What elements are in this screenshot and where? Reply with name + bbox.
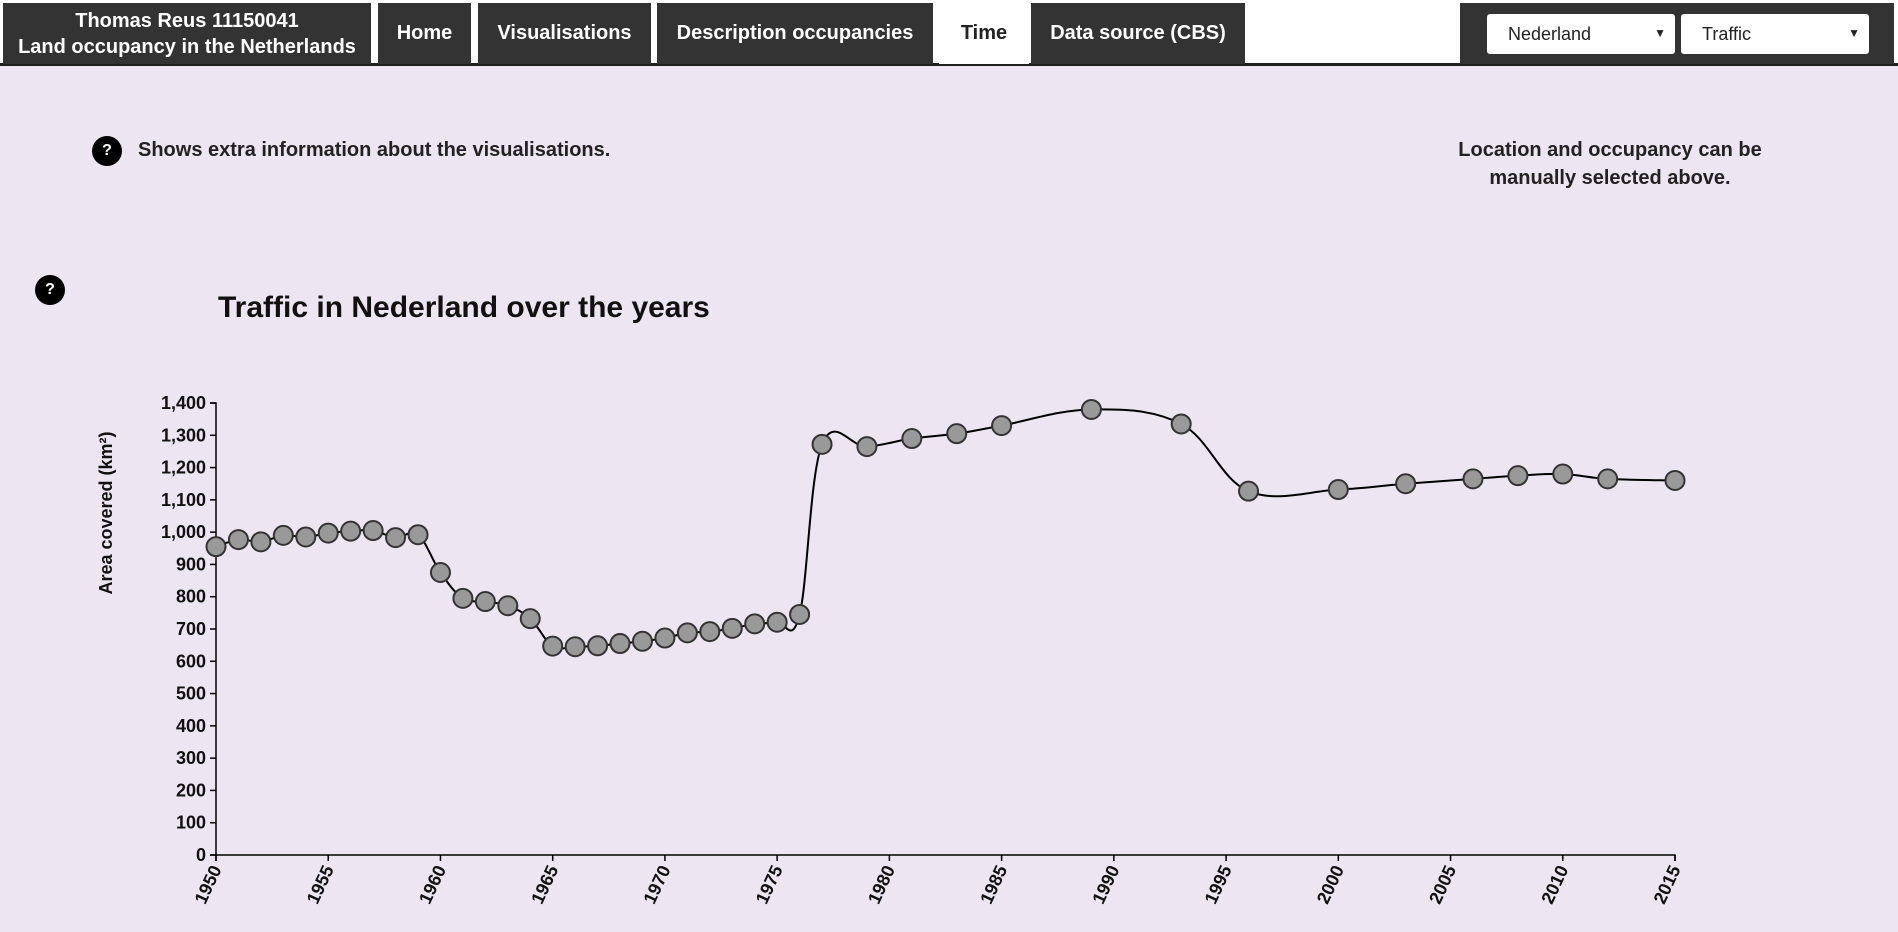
data-point [1327, 479, 1349, 501]
x-tick-label: 1950 [191, 862, 226, 907]
data-point [721, 617, 743, 639]
x-tick-label: 2010 [1537, 862, 1572, 907]
data-point [497, 595, 519, 617]
y-tick-label: 1,200 [161, 458, 206, 478]
y-tick-label: 1,400 [161, 393, 206, 413]
x-tick-label: 1995 [1201, 862, 1236, 907]
data-point [901, 428, 923, 450]
y-tick-label: 100 [176, 813, 206, 833]
data-point [631, 630, 653, 652]
y-tick-label: 600 [176, 651, 206, 671]
chevron-down-icon: ▼ [1848, 26, 1860, 40]
x-tick-label: 1975 [752, 862, 787, 907]
x-axis [215, 854, 1676, 861]
x-tick-label: 1980 [864, 862, 899, 907]
chart-help-icon[interactable]: ? [35, 275, 65, 305]
data-point [1462, 468, 1484, 490]
data-point [317, 522, 339, 544]
data-point [676, 622, 698, 644]
location-select-value: Nederland [1508, 23, 1592, 44]
data-point [362, 520, 384, 542]
y-tick-label: 700 [176, 619, 206, 639]
chevron-down-icon: ▼ [1654, 26, 1666, 40]
data-point [250, 531, 272, 553]
brand[interactable]: Thomas Reus 11150041 Land occupancy in t… [3, 3, 371, 64]
x-tick-label: 1965 [527, 862, 562, 907]
data-point [1597, 468, 1619, 490]
x-tick-label: 1970 [639, 862, 674, 907]
data-point [340, 520, 362, 542]
extra-info-text: Shows extra information about the visual… [138, 139, 611, 161]
y-tick-label: 1,100 [161, 490, 206, 510]
data-point [227, 529, 249, 551]
data-point [654, 627, 676, 649]
tab-home[interactable]: Home [378, 3, 471, 64]
series-line [215, 408, 1676, 650]
occupancy-select[interactable]: Traffic ▼ [1681, 14, 1869, 54]
y-tick-label: 400 [176, 716, 206, 736]
data-point [1664, 469, 1686, 491]
tab-data-source[interactable]: Data source (CBS) [1031, 3, 1245, 64]
data-point [519, 608, 541, 630]
data-point [789, 603, 811, 625]
data-point [856, 436, 878, 458]
data-point [452, 587, 474, 609]
y-tick-label: 900 [176, 554, 206, 574]
navbar: Thomas Reus 11150041 Land occupancy in t… [0, 0, 1898, 66]
brand-subtitle: Land occupancy in the Netherlands [18, 36, 356, 58]
data-point [1170, 413, 1192, 435]
y-tick-label: 0 [196, 845, 206, 865]
occupancy-select-value: Traffic [1702, 23, 1752, 44]
data-point [385, 527, 407, 549]
data-point [766, 611, 788, 633]
data-point [1552, 463, 1574, 485]
data-point [744, 613, 766, 635]
y-tick-label: 300 [176, 748, 206, 768]
data-point [1238, 480, 1260, 502]
x-tick-label: 2015 [1650, 862, 1685, 907]
x-tick-label: 1955 [303, 862, 338, 907]
help-icon[interactable]: ? [92, 136, 122, 166]
data-point [542, 635, 564, 657]
tab-description-occupancies[interactable]: Description occupancies [657, 3, 933, 64]
y-axis-label: Area covered (km²) [96, 431, 116, 594]
x-tick-label: 1990 [1088, 862, 1123, 907]
data-point [609, 633, 631, 655]
data-point [991, 415, 1013, 437]
data-point [1507, 465, 1529, 487]
data-point [699, 621, 721, 643]
y-tick-label: 200 [176, 780, 206, 800]
data-point [1395, 473, 1417, 495]
data-point [564, 636, 586, 658]
data-point [205, 536, 227, 558]
y-tick-label: 1,300 [161, 425, 206, 445]
x-tick-label: 2000 [1313, 862, 1348, 907]
data-point [587, 635, 609, 657]
data-point [474, 591, 496, 613]
tab-visualisations[interactable]: Visualisations [478, 3, 651, 64]
brand-name: Thomas Reus 11150041 [75, 10, 299, 32]
data-point [429, 562, 451, 583]
chart-title: Traffic in Nederland over the years [218, 291, 710, 324]
x-tick-label: 1985 [976, 862, 1011, 907]
data-point [1080, 398, 1102, 420]
y-tick-label: 500 [176, 684, 206, 704]
data-point [407, 524, 429, 546]
tab-time[interactable]: Time [939, 3, 1029, 64]
x-tick-label: 2005 [1425, 862, 1460, 907]
data-point [295, 526, 317, 548]
y-tick-label: 800 [176, 587, 206, 607]
location-select[interactable]: Nederland ▼ [1487, 14, 1675, 54]
data-point [946, 423, 968, 445]
data-point [272, 524, 294, 546]
data-point [811, 433, 833, 455]
x-tick-label: 1960 [415, 862, 450, 907]
selection-hint: Location and occupancy can be manually s… [1458, 139, 1762, 189]
selector-panel: Nederland ▼ Traffic ▼ [1460, 3, 1894, 64]
y-tick-label: 1,000 [161, 522, 206, 542]
